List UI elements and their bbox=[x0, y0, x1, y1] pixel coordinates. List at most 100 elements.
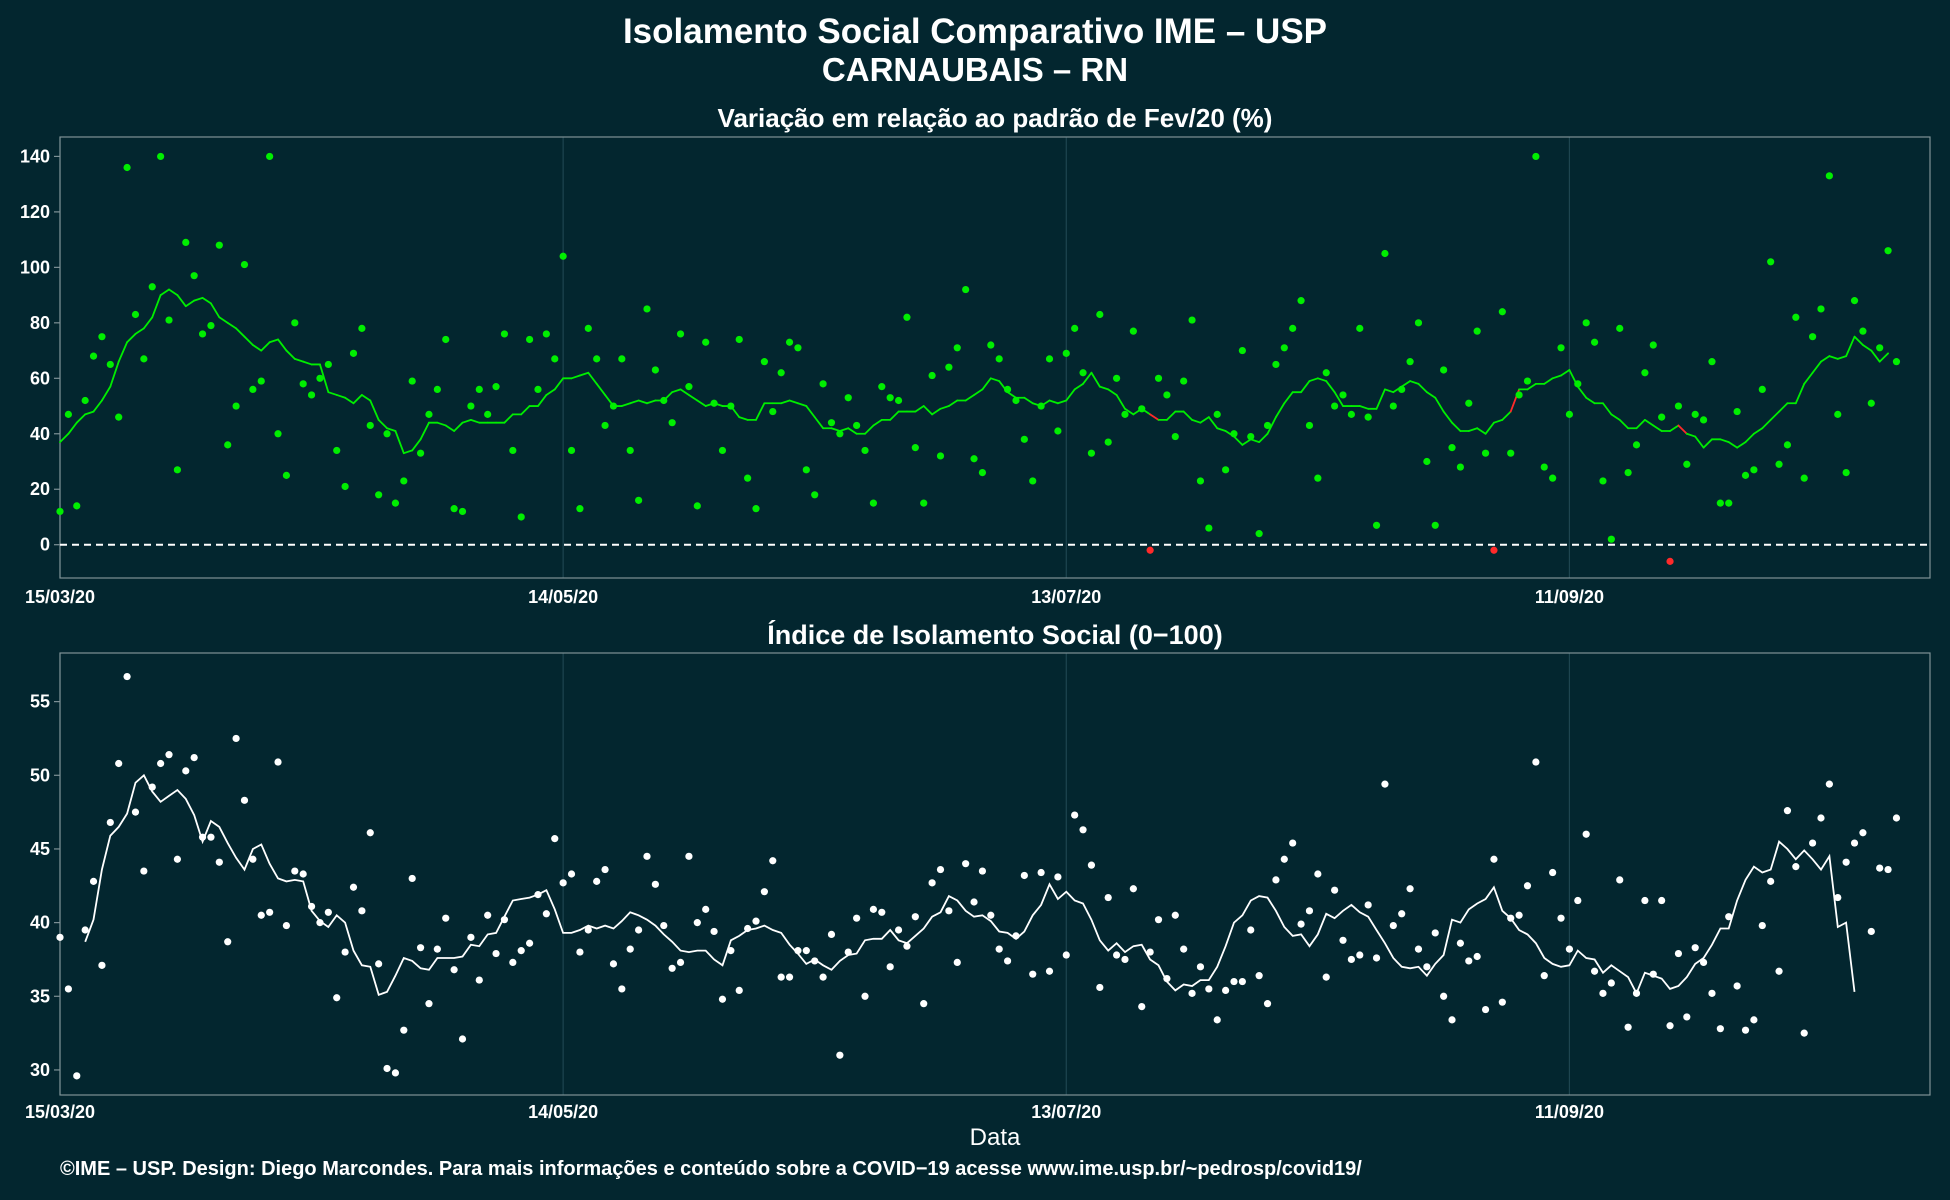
data-point bbox=[484, 410, 492, 418]
data-point bbox=[1549, 868, 1557, 877]
data-point bbox=[140, 867, 148, 875]
data-point bbox=[383, 430, 391, 438]
moving-average-segment bbox=[545, 388, 556, 396]
data-point bbox=[1289, 839, 1297, 847]
x-tick-label: 15/03/20 bbox=[25, 1102, 95, 1122]
moving-average-segment bbox=[377, 419, 388, 430]
moving-average-segment bbox=[1384, 388, 1395, 394]
moving-average-segment bbox=[939, 405, 950, 410]
moving-average-segment bbox=[1048, 399, 1059, 405]
data-point bbox=[1372, 954, 1381, 962]
data-point bbox=[1683, 1013, 1691, 1021]
moving-average-segment bbox=[1820, 355, 1831, 363]
moving-average-segment bbox=[1736, 441, 1747, 449]
data-point bbox=[1305, 421, 1314, 430]
data-point bbox=[450, 505, 458, 513]
moving-average-segment bbox=[1803, 371, 1814, 385]
moving-average-segment bbox=[847, 427, 858, 435]
data-point bbox=[819, 380, 827, 388]
data-point bbox=[1649, 341, 1657, 349]
data-point bbox=[525, 335, 534, 344]
data-point bbox=[1658, 413, 1666, 421]
data-point bbox=[73, 502, 81, 510]
data-point bbox=[1498, 308, 1506, 316]
data-point bbox=[1003, 385, 1012, 393]
moving-average-segment bbox=[151, 294, 162, 319]
moving-average-segment bbox=[243, 335, 254, 346]
moving-average-segment bbox=[1283, 391, 1294, 405]
data-point bbox=[609, 960, 618, 968]
data-point bbox=[1599, 477, 1607, 485]
data-point bbox=[752, 505, 760, 513]
data-point bbox=[190, 754, 198, 762]
data-point bbox=[1641, 369, 1649, 377]
data-point bbox=[693, 919, 701, 927]
moving-average-segment bbox=[360, 394, 372, 402]
data-point bbox=[1180, 377, 1188, 385]
data-point bbox=[534, 385, 542, 393]
data-point bbox=[1020, 435, 1028, 443]
data-point bbox=[207, 833, 215, 841]
moving-average-segment bbox=[1560, 369, 1571, 377]
data-point bbox=[1205, 524, 1213, 532]
data-point bbox=[1054, 873, 1062, 881]
data-point bbox=[886, 394, 894, 402]
moving-average-segment bbox=[1006, 391, 1017, 399]
moving-average-segment bbox=[1694, 435, 1705, 449]
moving-average-segment bbox=[679, 388, 690, 396]
data-point bbox=[1087, 861, 1096, 869]
moving-average-segment bbox=[285, 349, 296, 360]
data-point bbox=[282, 471, 291, 479]
data-point bbox=[1616, 324, 1624, 332]
data-point bbox=[1758, 921, 1766, 930]
data-point bbox=[1381, 780, 1389, 788]
data-point bbox=[106, 818, 114, 827]
data-point bbox=[1440, 366, 1448, 374]
data-point bbox=[1523, 377, 1532, 385]
data-point bbox=[1607, 535, 1615, 543]
data-point bbox=[333, 446, 341, 455]
data-point bbox=[1138, 405, 1146, 413]
data-point bbox=[1825, 780, 1833, 788]
data-point bbox=[1792, 313, 1800, 321]
moving-average-segment bbox=[646, 399, 657, 405]
data-point bbox=[299, 870, 307, 878]
data-point bbox=[433, 945, 441, 953]
data-point bbox=[282, 921, 291, 930]
data-point bbox=[1767, 258, 1775, 266]
moving-average-segment bbox=[671, 388, 682, 394]
moving-average-segment bbox=[293, 357, 305, 363]
data-point bbox=[1112, 951, 1121, 959]
data-point bbox=[1339, 936, 1347, 944]
moving-average-segment bbox=[1316, 377, 1328, 382]
moving-average-segment bbox=[1602, 402, 1613, 416]
moving-average-segment bbox=[1191, 419, 1202, 424]
moving-average-segment bbox=[1811, 360, 1822, 374]
data-point bbox=[64, 410, 72, 418]
data-point bbox=[123, 163, 131, 172]
data-point bbox=[232, 734, 240, 743]
data-point bbox=[1263, 421, 1272, 430]
data-point bbox=[333, 994, 341, 1002]
data-point bbox=[601, 421, 609, 430]
data-point bbox=[1658, 896, 1666, 905]
data-point bbox=[1481, 1005, 1490, 1014]
moving-average-segment bbox=[1434, 396, 1445, 413]
moving-average-segment bbox=[1727, 441, 1739, 449]
data-point bbox=[215, 858, 223, 866]
data-point bbox=[1481, 449, 1490, 457]
data-point bbox=[601, 865, 609, 874]
data-point bbox=[1809, 333, 1817, 341]
data-point bbox=[1381, 249, 1389, 258]
moving-average-segment bbox=[1551, 374, 1562, 380]
moving-average-segment bbox=[1744, 432, 1755, 443]
data-point bbox=[1750, 466, 1758, 474]
data-point bbox=[735, 335, 743, 344]
x-tick-label: 11/09/20 bbox=[1535, 587, 1604, 607]
moving-average-segment bbox=[1199, 416, 1210, 424]
data-point bbox=[1087, 449, 1096, 457]
data-point bbox=[1465, 399, 1473, 407]
data-point bbox=[1339, 391, 1347, 399]
moving-average-segment bbox=[1836, 355, 1848, 360]
data-point bbox=[853, 914, 861, 922]
